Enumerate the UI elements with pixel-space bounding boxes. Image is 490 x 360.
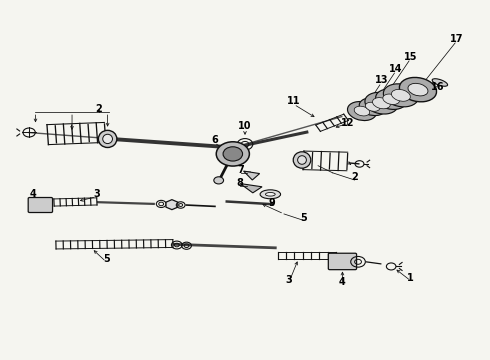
Text: 7: 7: [238, 165, 245, 175]
Text: 4: 4: [30, 189, 36, 199]
Ellipse shape: [297, 156, 306, 164]
Ellipse shape: [103, 134, 113, 144]
Text: 10: 10: [238, 121, 252, 131]
Text: 3: 3: [93, 189, 100, 199]
Text: 5: 5: [300, 212, 307, 222]
Text: 5: 5: [103, 254, 110, 264]
Text: 3: 3: [286, 275, 292, 285]
Text: 8: 8: [237, 178, 244, 188]
Ellipse shape: [383, 84, 418, 107]
Text: 11: 11: [287, 96, 300, 107]
Text: 4: 4: [339, 277, 346, 287]
Ellipse shape: [266, 193, 275, 196]
Ellipse shape: [365, 93, 398, 114]
FancyBboxPatch shape: [328, 253, 357, 270]
Ellipse shape: [98, 130, 117, 148]
Circle shape: [214, 177, 223, 184]
Ellipse shape: [392, 89, 410, 101]
Ellipse shape: [408, 84, 428, 96]
Polygon shape: [240, 184, 262, 193]
Text: 6: 6: [211, 135, 218, 145]
Ellipse shape: [383, 94, 399, 104]
Ellipse shape: [432, 79, 447, 86]
Ellipse shape: [347, 102, 376, 121]
Ellipse shape: [260, 190, 281, 199]
Text: 2: 2: [351, 172, 358, 182]
Text: 13: 13: [375, 75, 388, 85]
Ellipse shape: [359, 98, 386, 116]
FancyBboxPatch shape: [28, 198, 52, 212]
Ellipse shape: [376, 89, 407, 109]
Circle shape: [223, 147, 243, 161]
Ellipse shape: [354, 106, 370, 116]
Text: 2: 2: [96, 104, 102, 113]
Text: 1: 1: [407, 273, 414, 283]
Text: 9: 9: [269, 198, 275, 208]
Text: 12: 12: [341, 118, 354, 128]
Polygon shape: [166, 200, 178, 210]
Ellipse shape: [399, 77, 437, 102]
Ellipse shape: [372, 98, 391, 109]
Polygon shape: [244, 171, 260, 180]
Text: 14: 14: [389, 64, 403, 73]
Text: 17: 17: [450, 33, 464, 44]
Ellipse shape: [366, 102, 380, 111]
Circle shape: [216, 142, 249, 166]
Text: 15: 15: [404, 52, 417, 62]
Text: 16: 16: [431, 82, 444, 92]
Ellipse shape: [293, 152, 311, 168]
